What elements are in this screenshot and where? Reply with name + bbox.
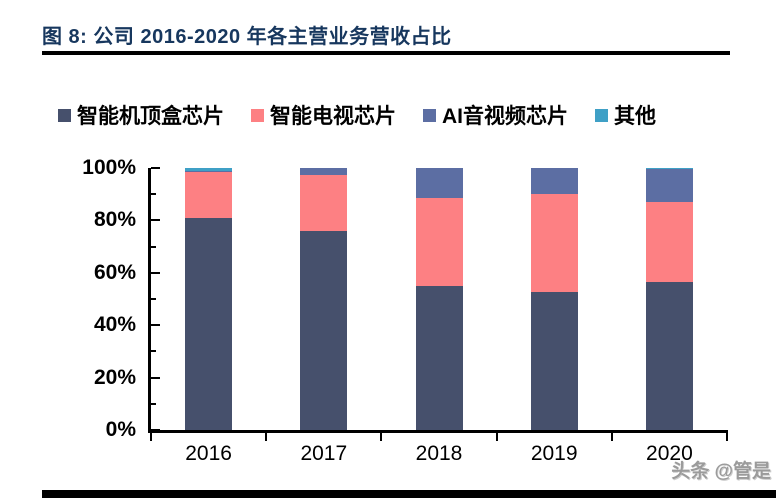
bar-2020 xyxy=(645,168,693,430)
bar-segment xyxy=(300,230,348,430)
bottom-divider xyxy=(42,490,776,498)
x-axis-tick xyxy=(380,430,383,441)
y-axis-labels: 0% 20% 40% 60% 80% 100% xyxy=(0,156,142,441)
x-axis-tick xyxy=(265,430,268,441)
bar-segment xyxy=(185,168,233,171)
legend-label: 智能电视芯片 xyxy=(270,105,396,128)
bar-segment xyxy=(645,168,693,170)
plot-area: 2016 2017 2018 2019 2020 xyxy=(148,167,728,465)
y-tick-label: 60% xyxy=(93,260,136,284)
figure-title: 图 8: 公司 2016-2020 年各主营业务营收占比 xyxy=(42,26,452,48)
legend-swatch-icon xyxy=(58,108,71,122)
legend-label: 其他 xyxy=(614,105,656,128)
x-tick-label: 2019 xyxy=(530,442,578,465)
y-axis-minor-tick xyxy=(151,350,156,353)
legend-item: AI音视频芯片 xyxy=(423,100,568,130)
y-axis-minor-tick xyxy=(151,193,156,196)
bar-segment xyxy=(185,171,233,218)
x-tick-label: 2018 xyxy=(415,442,463,465)
legend: 智能机顶盒芯片 智能电视芯片 AI音视频芯片 其他 xyxy=(58,100,738,130)
legend-swatch-icon xyxy=(423,108,436,122)
y-tick-label: 100% xyxy=(82,156,136,179)
y-axis-minor-tick xyxy=(151,402,156,405)
x-tick-label: 2016 xyxy=(185,442,232,465)
legend-label: AI音视频芯片 xyxy=(442,105,568,128)
y-axis-major-tick xyxy=(151,429,160,431)
bar-segment xyxy=(645,202,693,282)
bar-segment xyxy=(530,292,578,430)
title-underline xyxy=(42,51,730,55)
legend-label: 智能机顶盒芯片 xyxy=(77,105,224,128)
legend-item: 其他 xyxy=(595,100,656,130)
y-tick-label: 40% xyxy=(93,313,136,337)
bar-2018 xyxy=(415,168,463,430)
x-axis-tick xyxy=(610,430,613,441)
bar-2016 xyxy=(185,168,233,430)
y-axis-major-tick xyxy=(151,271,160,274)
bar-segment xyxy=(185,170,233,172)
x-tick-label: 2020 xyxy=(646,442,693,465)
bar-segment xyxy=(185,217,233,430)
bar-segment xyxy=(415,198,463,286)
y-axis-major-tick xyxy=(151,219,160,222)
bar-2019 xyxy=(530,168,578,430)
bar-segment xyxy=(645,281,693,430)
y-tick-label: 0% xyxy=(105,418,136,441)
bar-segment xyxy=(415,285,463,430)
legend-item: 智能机顶盒芯片 xyxy=(58,100,224,130)
y-axis-minor-tick xyxy=(151,298,156,300)
bar-segment xyxy=(530,168,578,195)
bar-segment xyxy=(530,194,578,293)
bar-segment xyxy=(300,168,348,175)
x-tick-label: 2017 xyxy=(300,442,348,465)
watermark: 头条 @管是 xyxy=(671,461,771,482)
bar-segment xyxy=(415,168,463,199)
legend-item: 智能电视芯片 xyxy=(251,100,396,130)
x-axis-tick xyxy=(726,430,728,441)
y-axis-major-tick xyxy=(151,167,160,169)
bar-segment xyxy=(300,174,348,231)
x-axis-tick xyxy=(150,430,152,441)
y-axis-minor-tick xyxy=(151,245,156,248)
legend-swatch-icon xyxy=(595,108,608,122)
y-tick-label: 80% xyxy=(93,208,136,232)
legend-swatch-icon xyxy=(251,108,264,122)
x-axis-tick xyxy=(495,430,498,441)
y-axis-major-tick xyxy=(151,324,160,327)
y-axis-major-tick xyxy=(151,376,160,379)
bar-2017 xyxy=(300,168,348,430)
y-tick-label: 20% xyxy=(93,365,136,389)
bar-segment xyxy=(645,169,693,203)
